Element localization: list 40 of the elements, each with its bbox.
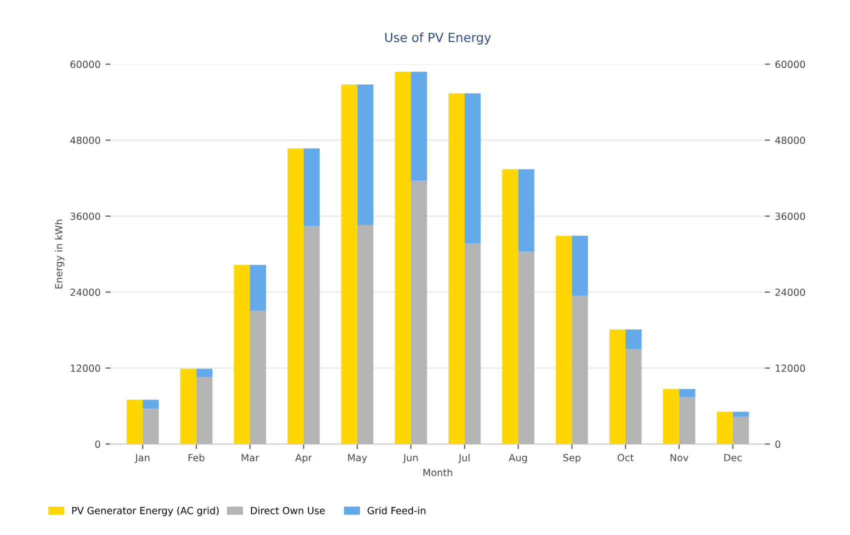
legend-label: Direct Own Use <box>251 506 325 514</box>
x-tick-label: Sep <box>563 454 580 464</box>
bar <box>142 400 159 409</box>
y-axis-title: Energy in kWh <box>54 220 64 288</box>
bar <box>196 368 212 377</box>
x-tick-label: Jun <box>402 454 418 464</box>
y-tick-label: 48000 <box>70 136 100 144</box>
x-tick-label: Oct <box>618 454 634 462</box>
x-axis-title: Month <box>423 468 452 476</box>
x-tick-label: Jul <box>458 454 470 464</box>
bar <box>679 388 696 398</box>
bar <box>518 169 534 252</box>
y-tick-label: 36000 <box>70 212 100 220</box>
x-tick-label: Nov <box>670 454 688 462</box>
y-tick-label: 36000 <box>775 212 806 220</box>
bar <box>304 148 320 226</box>
chart-title: Use of PV Energy <box>385 32 491 45</box>
y-tick-label: 48000 <box>775 136 806 144</box>
y-tick-label: 60000 <box>775 60 806 68</box>
x-tick-label: Apr <box>295 454 312 464</box>
y-tick-label: 24000 <box>70 288 100 296</box>
legend-label: Grid Feed-in <box>368 506 426 514</box>
x-tick-label: Jan <box>134 454 150 464</box>
y-tick-label: 60000 <box>70 60 100 68</box>
x-tick-label: Aug <box>508 454 527 464</box>
legend-label: PV Generator Energy (AC grid) <box>72 506 219 516</box>
x-tick-label: May <box>348 454 368 464</box>
y-tick-label: 24000 <box>775 288 806 296</box>
bar <box>572 236 588 296</box>
x-tick-label: Dec <box>724 454 742 462</box>
bar <box>410 72 428 181</box>
x-tick-label: Feb <box>188 454 204 462</box>
y-tick-label: 0 <box>775 440 780 448</box>
bar <box>626 329 642 350</box>
y-tick-label: 12000 <box>776 364 806 372</box>
bar <box>250 264 266 310</box>
bar <box>732 412 749 417</box>
y-tick-label: 0 <box>95 440 100 448</box>
y-tick-label: 12000 <box>70 364 100 372</box>
x-tick-label: Mar <box>242 454 260 462</box>
